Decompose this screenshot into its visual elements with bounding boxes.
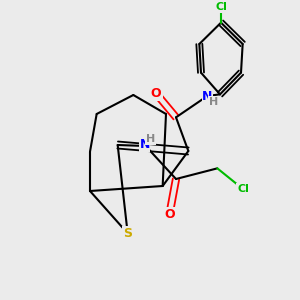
Text: O: O (151, 87, 161, 100)
Text: H: H (146, 134, 155, 144)
Text: O: O (164, 208, 175, 221)
Text: Cl: Cl (237, 184, 249, 194)
Text: H: H (209, 97, 218, 107)
Text: N: N (140, 139, 150, 152)
Text: N: N (202, 91, 212, 103)
Text: Cl: Cl (215, 2, 227, 12)
Text: S: S (123, 227, 132, 240)
